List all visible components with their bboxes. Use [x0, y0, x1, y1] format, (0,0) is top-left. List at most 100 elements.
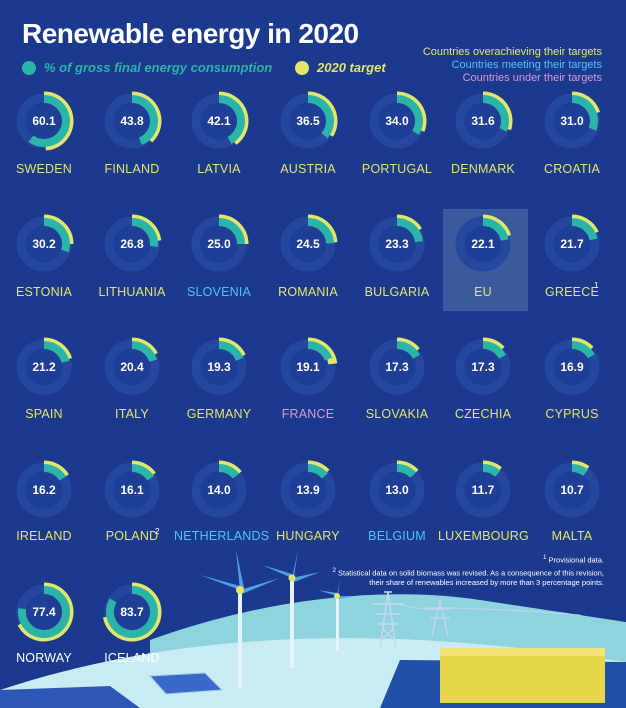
value-label-germany: 19.3	[207, 360, 231, 374]
share-arc-latvia	[218, 95, 245, 144]
donut-hole-cyprus	[553, 348, 591, 386]
donut-hole-italy	[113, 348, 151, 386]
pylon-1	[372, 591, 404, 649]
donut-hole-poland	[113, 471, 151, 509]
donut-latvia: 42.1	[191, 91, 249, 149]
wind-turbine-1	[200, 550, 280, 688]
legend-target-swatch	[295, 60, 309, 75]
value-label-luxembourg: 11.7	[472, 483, 495, 497]
share-arc-portugal	[396, 95, 423, 135]
donut-bulgaria: 23.3	[369, 214, 425, 272]
donut-netherlands: 14.0	[191, 460, 247, 518]
share-arc-slovakia	[396, 341, 421, 359]
donut-hole-czechia	[464, 348, 502, 386]
share-arc-sweden	[28, 95, 70, 147]
donut-track-netherlands	[191, 462, 247, 518]
footnote-1-mark: 1	[542, 554, 547, 561]
value-label-malta: 10.7	[560, 483, 584, 497]
value-label-poland: 16.1	[120, 483, 144, 497]
share-arc-netherlands	[218, 464, 240, 479]
share-arc-iceland	[106, 586, 158, 638]
share-arc-norway	[18, 586, 70, 638]
donut-track-ireland	[16, 462, 72, 518]
value-label-estonia: 30.2	[32, 237, 56, 251]
share-arc-croatia	[571, 95, 598, 131]
donut-lithuania: 26.8	[104, 214, 162, 272]
share-arc-france	[307, 341, 333, 361]
donut-norway: 77.4	[16, 582, 74, 642]
country-name-bulgaria: BULGARIA	[364, 285, 430, 299]
share-arc-denmark	[482, 95, 509, 132]
share-arc-slovenia	[218, 218, 245, 245]
donut-romania: 24.5	[280, 214, 338, 272]
country-name-ireland: IRELAND	[16, 529, 72, 543]
country-name-luxembourg: LUXEMBOURG	[438, 529, 529, 543]
country-name-malta: MALTA	[551, 529, 593, 543]
country-name-hungary: HUNGARY	[276, 529, 340, 543]
donut-greece: 21.7	[544, 214, 600, 272]
footnote-1: 1 Provisional data.	[543, 553, 604, 565]
status-legend-meeting: Countries meeting their targets	[451, 59, 602, 71]
share-arc-hungary	[307, 464, 328, 479]
donut-iceland: 83.7	[103, 582, 162, 642]
donut-czechia: 17.3	[455, 337, 511, 395]
share-arc-italy	[131, 341, 157, 363]
share-arc-finland	[131, 95, 158, 146]
country-name-germany: GERMANY	[186, 407, 252, 421]
value-label-belgium: 13.0	[385, 483, 409, 497]
country-name-denmark: DENMARK	[451, 162, 515, 176]
value-label-czechia: 17.3	[471, 360, 495, 374]
country-name-iceland: ICELAND	[104, 651, 160, 665]
share-arc-czechia	[482, 341, 507, 359]
country-name-romania: ROMANIA	[278, 285, 338, 299]
share-arc-cyprus	[571, 341, 595, 359]
value-label-finland: 43.8	[120, 114, 144, 128]
donut-ireland: 16.2	[16, 460, 72, 518]
donut-hole-croatia	[553, 102, 591, 140]
donut-hole-austria	[289, 102, 327, 140]
page-title: Renewable energy in 2020	[22, 18, 359, 49]
donut-hole-belgium	[378, 471, 416, 509]
donut-hole-romania	[289, 225, 327, 263]
value-label-greece: 21.7	[560, 237, 584, 251]
share-arc-eu	[482, 218, 509, 242]
share-arc-malta	[571, 464, 589, 477]
country-name-eu: EU	[474, 285, 492, 299]
value-label-portugal: 34.0	[385, 114, 409, 128]
wind-turbine-2	[262, 550, 320, 668]
country-name-sweden: SWEDEN	[15, 162, 73, 176]
donut-denmark: 31.6	[455, 91, 513, 149]
solar-panel	[148, 672, 224, 695]
donut-spain: 21.2	[16, 337, 73, 395]
legend-share-swatch	[22, 60, 36, 75]
container-building	[440, 648, 605, 703]
donut-estonia: 30.2	[16, 214, 74, 272]
donut-germany: 19.3	[191, 337, 247, 395]
footnote-1-text: Provisional data.	[548, 555, 604, 565]
value-label-ireland: 16.2	[32, 483, 56, 497]
donut-austria: 36.5	[280, 91, 338, 149]
donut-hole-estonia	[25, 225, 63, 263]
donut-hole-iceland	[113, 593, 151, 631]
donut-hole-luxembourg	[464, 471, 502, 509]
share-arc-estonia	[43, 218, 70, 253]
donut-cyprus: 16.9	[544, 337, 600, 395]
value-label-sweden: 60.1	[32, 114, 56, 128]
pylon-2	[426, 599, 454, 637]
footnote-mark-greece: 1	[594, 281, 599, 290]
donut-belgium: 13.0	[369, 460, 425, 518]
donut-hole-norway	[25, 593, 63, 631]
share-arc-greece	[571, 218, 598, 241]
value-label-norway: 77.4	[32, 605, 56, 619]
donut-hole-eu	[464, 225, 502, 263]
value-label-lithuania: 26.8	[120, 237, 144, 251]
country-name-france: FRANCE	[281, 407, 335, 421]
footnote-2: 2 Statistical data on solid biomass was …	[332, 566, 604, 587]
country-name-cyprus: CYPRUS	[545, 407, 599, 421]
value-label-austria: 36.5	[296, 114, 320, 128]
country-name-estonia: ESTONIA	[15, 285, 73, 299]
donut-hole-sweden	[25, 102, 63, 140]
legend-share-label: % of gross final energy consumption	[44, 60, 273, 75]
donut-hole-greece	[553, 225, 591, 263]
